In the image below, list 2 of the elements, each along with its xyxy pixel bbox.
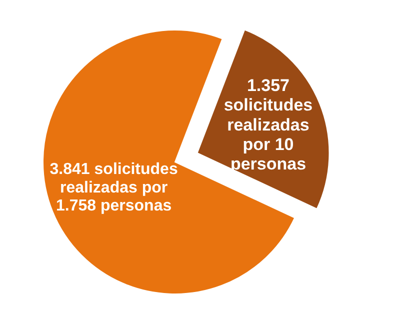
slice-label: 3.841 solicitudes realizadas por 1.758 personas <box>50 160 178 215</box>
slice-label: 1.357 solicitudes realizadas por 10 personas <box>224 76 313 174</box>
